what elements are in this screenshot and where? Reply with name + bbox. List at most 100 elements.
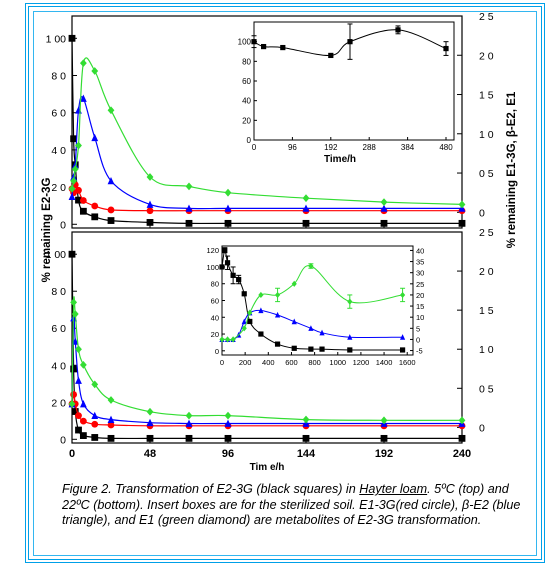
inset-bottom-box xyxy=(221,245,414,356)
inset-bottom-point-E2-3G xyxy=(230,272,236,278)
panel-bottom-point-E1 xyxy=(224,411,232,420)
inset-bottom-point-E2-3G xyxy=(247,318,253,325)
panel-top-point-E1 xyxy=(79,59,87,68)
panel-top-point-β-E2 xyxy=(68,192,76,200)
panel-bottom-point-E1 xyxy=(75,345,82,354)
inset-bottom-ytick-left-label: 120 xyxy=(206,246,219,255)
inset-bottom-ytick-right-label: 10 xyxy=(416,313,424,322)
panel-bottom-point-E2-3G xyxy=(75,426,82,434)
panel-top-point-E1-3G xyxy=(79,197,87,204)
inset-top-xtick-label: 96 xyxy=(288,143,297,152)
panel-top-ytick-left-label: 0 xyxy=(60,219,66,231)
panel-bottom-point-E1 xyxy=(107,396,115,404)
panel-bottom-ytick-right-label: 2 0 xyxy=(479,266,494,278)
y-axis-label-right: % remaining E1-3G, β-E2, E1 xyxy=(506,91,518,248)
inset-bottom-ytick-left-label: 20 xyxy=(211,330,219,339)
panel-bottom-point-E1 xyxy=(146,407,154,416)
panel-bottom-point-E2-3G xyxy=(146,434,154,442)
inset-top-xtick-label: 480 xyxy=(439,143,453,152)
panel-bottom-point-E2-3G xyxy=(71,408,79,415)
inset-bottom-point-E1 xyxy=(258,291,264,299)
panel-bottom-point-E1-3G xyxy=(107,421,115,429)
panel-top-group: 1 008 06 04 02 002 52 01 51 00 500 96 192 2… xyxy=(46,11,494,231)
panel-bottom-point-E1 xyxy=(68,400,76,408)
panel-bottom-point-E2-3G xyxy=(70,365,78,373)
inset-top-point-E2-3G xyxy=(443,45,449,52)
panel-bottom-point-β-E2 xyxy=(224,419,232,427)
panel-top-ytick-left-label: 2 0 xyxy=(51,182,66,194)
panel-bottom-point-β-E2 xyxy=(185,419,193,427)
inset-top-ytick-label: 40 xyxy=(242,97,251,106)
inset-bottom-xtick-label: 1000 xyxy=(329,358,346,367)
panel-top-point-E1 xyxy=(302,194,310,203)
panel-bottom-point-E2-3G xyxy=(79,432,87,439)
inset-top-point-E2-3G xyxy=(251,39,257,45)
panel-top-point-E2-3G xyxy=(79,207,87,215)
panel-top-point-β-E2 xyxy=(91,133,99,142)
panel-top-point-E1 xyxy=(91,67,99,75)
panel-top-point-E1 xyxy=(146,173,154,181)
panel-top-point-E1 xyxy=(68,184,76,193)
inset-bottom-ytick-right-label: -5 xyxy=(416,347,423,356)
panel-bottom-point-E1-3G xyxy=(79,417,87,425)
panel-bottom-point-E2-3G xyxy=(380,434,388,442)
inset-bottom-point-β-E2 xyxy=(347,334,353,340)
inset-bottom-point-E1 xyxy=(347,298,353,305)
panel-bottom-ytick-left-label: 6 0 xyxy=(51,323,66,335)
inset-bottom-point-β-E2 xyxy=(399,334,406,340)
panel-top-point-β-E2 xyxy=(79,94,87,102)
panel-top-point-E1 xyxy=(185,182,193,191)
panel-bottom-ytick-right-label: 1 5 xyxy=(479,305,494,317)
panel-top-ytick-left-label: 4 0 xyxy=(51,145,66,157)
panel-bottom-point-E1-3G xyxy=(70,391,78,398)
inset-top-ytick-label: 20 xyxy=(242,116,251,125)
inset-bottom-point-β-E2 xyxy=(241,318,247,325)
panel-bottom-point-E1 xyxy=(302,415,310,424)
panel-top-point-β-E2 xyxy=(224,204,232,212)
panel-bottom-ytick-left-label: 4 0 xyxy=(51,360,66,372)
panel-top-point-E2-3G xyxy=(91,213,99,221)
inset-bottom-point-E1 xyxy=(219,336,225,343)
panel-top-ytick-left-label: 6 0 xyxy=(51,108,66,120)
panel-bottom-axes-box xyxy=(71,231,463,444)
inset-bottom-ytick-right-label: 20 xyxy=(416,291,424,300)
inset-bottom-point-E1 xyxy=(241,325,247,332)
inset-bottom-point-E1 xyxy=(291,280,297,287)
panel-top-ytick-right-label: 1 0 xyxy=(479,129,494,141)
inset-bottom-point-E1 xyxy=(230,336,236,343)
panel-bottom-point-E2-3G xyxy=(224,434,232,442)
panel-bottom-ytick-right-label: 1 0 xyxy=(479,344,494,356)
caption-soil-name: Hayter loam xyxy=(359,482,428,496)
panel-top-point-E1 xyxy=(71,165,79,174)
inset-bottom-point-E2-3G xyxy=(308,346,314,352)
panel-bottom-ytick-left-label: 2 0 xyxy=(51,397,66,409)
panel-bottom-point-E1 xyxy=(185,411,193,420)
inset-bottom-xtick-label: 1400 xyxy=(376,358,393,367)
inset-bottom-point-E2-3G xyxy=(291,345,297,351)
panel-top-point-E2-3G xyxy=(107,217,115,224)
x-axis-label: Tim e/h xyxy=(250,462,285,473)
panel-top-point-β-E2 xyxy=(302,204,310,212)
panel-top-point-β-E2 xyxy=(107,176,115,185)
inset-top-ytick-label: 100 xyxy=(238,38,252,47)
inset-bottom-xtick-label: 1600 xyxy=(399,358,416,367)
panel-bottom-xtick-label: 144 xyxy=(297,448,316,460)
inset-bottom-ytick-left-label: 80 xyxy=(211,280,219,289)
inset-bottom-xtick-label: 400 xyxy=(262,358,275,367)
outer-frame xyxy=(25,3,545,563)
panel-bottom-ytick-left-label: 8 0 xyxy=(51,286,66,298)
inset-bottom-ytick-left-label: 60 xyxy=(211,297,219,306)
panel-bottom-point-E2-3G xyxy=(302,434,310,442)
inset-bottom-ytick-right-label: 35 xyxy=(416,258,424,267)
panel-top-point-β-E2 xyxy=(146,200,154,208)
inset-top-group: 0 96 192 288 384 480 0 20 40 60 80 100 Time/h xyxy=(238,21,455,165)
panel-bottom-point-E1 xyxy=(70,298,78,307)
inset-top-point-E2-3G xyxy=(395,27,401,33)
panel-top-series-line-E1-3G xyxy=(71,184,462,212)
panel-bottom-ytick-right-label: 0 xyxy=(479,422,485,434)
panel-bottom-point-β-E2 xyxy=(79,400,87,408)
panel-top-point-E1 xyxy=(75,141,82,150)
inset-bottom-ytick-right-label: 25 xyxy=(416,280,424,289)
panel-top-ytick-right-label: 1 5 xyxy=(479,90,494,102)
panel-bottom-point-β-E2 xyxy=(146,418,154,427)
